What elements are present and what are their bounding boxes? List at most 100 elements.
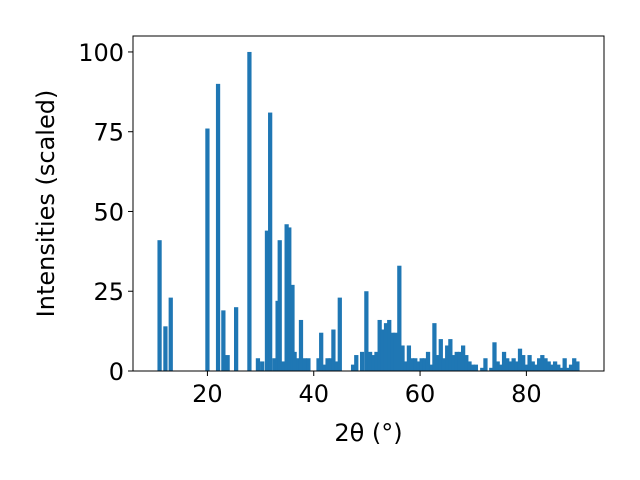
- bar-38: [371, 355, 376, 371]
- bar-86: [530, 361, 535, 371]
- bar-63: [451, 355, 456, 371]
- bar-60: [441, 358, 447, 371]
- bar-14: [275, 300, 280, 371]
- bar-11: [264, 230, 270, 371]
- bar-87: [533, 364, 539, 371]
- bar-19: [290, 284, 295, 371]
- bar-69: [470, 364, 475, 371]
- bar-58: [435, 355, 440, 371]
- bar-35: [359, 351, 365, 371]
- bar-90: [543, 358, 548, 371]
- bar-46: [397, 265, 402, 371]
- bar-55: [425, 351, 431, 371]
- bar-28: [325, 358, 330, 371]
- bar-18: [287, 227, 292, 371]
- bar-66: [461, 345, 466, 371]
- bar-13: [272, 358, 277, 371]
- bar-59: [438, 339, 443, 371]
- bar-6: [225, 355, 230, 371]
- bar-20: [292, 351, 297, 371]
- bar-23: [302, 358, 307, 371]
- bar-31: [334, 361, 339, 371]
- bar-83: [521, 355, 526, 371]
- x-axis-label: 2θ (°): [334, 419, 402, 447]
- bar-7: [234, 307, 239, 371]
- bar-64: [454, 351, 459, 371]
- bar-15: [277, 240, 282, 371]
- x-tick-label: 40: [298, 380, 329, 408]
- y-axis-label: Intensities (scaled): [32, 90, 60, 318]
- bar-12: [268, 112, 273, 371]
- bar-82: [517, 348, 523, 371]
- bar-98: [568, 364, 574, 371]
- bar-42: [383, 323, 389, 371]
- bar-77: [501, 351, 507, 371]
- y-tick-label: 0: [109, 358, 124, 386]
- bar-50: [409, 358, 415, 371]
- bar-71: [480, 367, 485, 371]
- bar-53: [419, 358, 424, 371]
- bar-91: [546, 361, 551, 371]
- bar-series: [157, 51, 580, 372]
- bar-72: [483, 358, 488, 371]
- bar-22: [298, 319, 304, 371]
- bar-67: [464, 355, 469, 371]
- x-tick-label: 20: [192, 380, 223, 408]
- bar-68: [467, 361, 472, 371]
- bar-30: [331, 329, 336, 371]
- bar-52: [416, 361, 421, 371]
- bar-1: [163, 326, 168, 371]
- bar-79: [508, 361, 513, 371]
- bar-34: [354, 355, 359, 371]
- x-tick-label: 60: [405, 380, 436, 408]
- bar-0: [157, 240, 162, 371]
- bar-45: [393, 332, 398, 371]
- bar-40: [377, 319, 382, 371]
- bar-48: [403, 361, 408, 371]
- bar-97: [565, 367, 570, 371]
- bar-5: [221, 310, 226, 371]
- bar-76: [498, 364, 503, 371]
- y-tick-label: 50: [93, 198, 124, 226]
- bar-29: [328, 358, 333, 371]
- bar-89: [540, 355, 545, 371]
- bar-3: [205, 128, 210, 371]
- bar-100: [575, 361, 580, 371]
- bar-16: [281, 361, 286, 371]
- bar-81: [514, 361, 519, 371]
- bar-96: [562, 358, 567, 371]
- bar-32: [337, 297, 342, 371]
- bar-95: [559, 367, 564, 371]
- x-tick-label: 80: [511, 380, 542, 408]
- bar-85: [527, 355, 532, 371]
- bar-26: [319, 332, 324, 371]
- bar-41: [380, 329, 385, 371]
- bar-44: [390, 332, 395, 371]
- bar-51: [413, 358, 418, 371]
- bar-99: [572, 358, 577, 371]
- bar-78: [505, 358, 510, 371]
- y-tick-label: 75: [93, 119, 124, 147]
- bar-4: [215, 83, 221, 372]
- bar-25: [316, 358, 321, 371]
- bar-54: [422, 358, 427, 371]
- x-axis-ticks: 20 40 60 80: [192, 371, 542, 408]
- bar-17: [284, 224, 289, 371]
- bar-80: [511, 358, 516, 371]
- bar-65: [457, 351, 463, 371]
- bar-57: [432, 323, 437, 371]
- bar-92: [549, 364, 555, 371]
- bar-24: [306, 358, 311, 371]
- bar-43: [387, 319, 392, 371]
- bar-2: [168, 297, 173, 371]
- bar-61: [445, 345, 450, 371]
- y-tick-label: 100: [78, 39, 124, 67]
- bar-93: [552, 361, 558, 371]
- bar-75: [495, 361, 500, 371]
- bar-36: [364, 291, 369, 371]
- bar-73: [489, 367, 494, 371]
- bar-9: [255, 358, 261, 371]
- bar-33: [350, 364, 356, 371]
